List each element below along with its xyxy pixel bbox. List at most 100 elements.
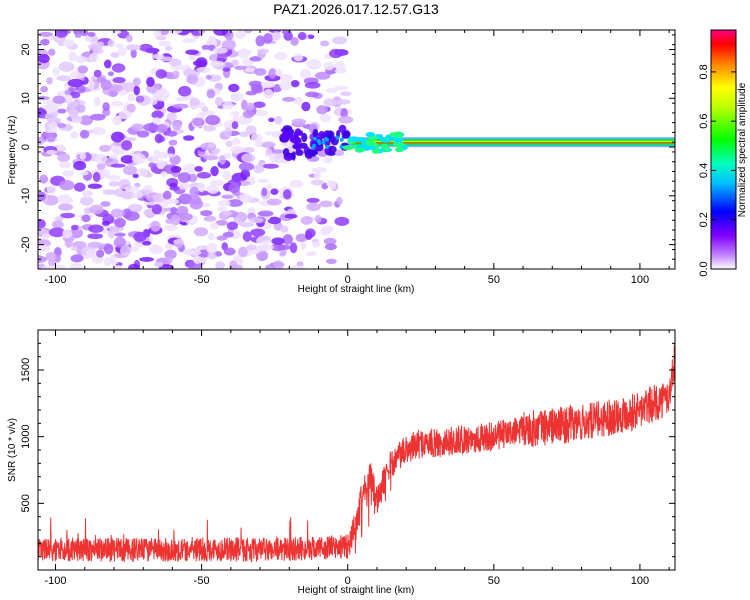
spectrogram-noise-blob [70,254,84,263]
spectrogram-onset-blob [304,149,314,159]
spectrogram-noise-blob [269,149,286,154]
spectrogram-noise-blob [254,244,270,252]
spectrogram-noise-blob [263,88,274,99]
spectrogram-noise-blob [131,123,145,132]
spectrogram-signal-wiggle [383,146,391,152]
spectrogram-noise-blob [279,225,289,233]
spectrogram-noise-blob [275,68,283,77]
spectrogram-noise-blob [48,117,62,123]
spectrogram-noise-blob [148,245,164,255]
spectrogram-noise-blob [104,256,111,267]
spectrogram-noise-blob [187,94,195,100]
spectrogram-noise-blob [290,36,299,46]
spectrogram-noise-blob [181,38,197,43]
spectrogram-noise-blob [231,137,241,146]
spectrogram-noise-blob [62,228,73,239]
spectrogram-noise-blob [293,53,304,62]
spectrogram-noise-blob [310,179,325,186]
spectrogram-noise-blob [228,83,240,93]
spectrogram-noise-blob [154,133,163,144]
spectrogram-noise-blob [244,30,253,34]
spectrogram-noise-blob [196,66,211,73]
spectrogram-noise-blob [282,96,296,102]
spectrogram-noise-blob [203,125,216,132]
spectrogram-noise-blob [76,103,86,114]
spectrogram-noise-blob [62,170,75,177]
spectrogram-noise-blob [238,246,248,258]
spectrogram-noise-blob [270,188,279,195]
spectrogram-noise-blob [201,110,216,116]
spectrogram-noise-field [38,30,354,269]
spectrogram-noise-blob [152,193,166,203]
spectrogram-y-tick-label: -10 [20,188,32,204]
spectrogram-noise-blob [192,117,205,127]
spectrogram-noise-blob [241,153,256,163]
spectrogram-noise-blob [201,106,209,112]
spectrogram-noise-blob [254,138,263,148]
spectrogram-noise-blob [217,200,231,207]
spectrogram-onset-core [312,143,317,148]
spectrogram-noise-blob [319,40,330,47]
spectrogram-noise-blob [275,244,291,251]
spectrogram-noise-blob [279,251,286,257]
spectrogram-noise-blob [304,81,321,89]
spectrogram-noise-blob [150,220,161,232]
spectrogram-noise-blob [68,51,78,62]
spectrogram-noise-blob [57,153,71,162]
spectrogram-noise-blob [210,165,219,177]
spectrogram-noise-blob [114,265,122,269]
spectrogram-noise-blob [334,216,350,226]
spectrogram-noise-blob [284,213,298,219]
spectrogram-signal-band [342,131,675,154]
spectrogram-noise-blob [183,163,197,175]
spectrogram-noise-blob [323,98,337,107]
spectrogram-noise-blob [127,93,135,102]
snr-x-tick-label: -100 [45,575,67,587]
spectrogram-noise-blob [189,97,201,107]
spectrogram-noise-blob [101,220,110,226]
snr-x-tick-label: 0 [345,575,351,587]
spectrogram-noise-blob [68,108,79,119]
spectrogram-noise-blob [307,34,315,40]
spectrogram-noise-blob [149,97,158,105]
spectrogram-noise-blob [261,187,268,197]
spectrogram-noise-blob [265,148,273,156]
spectrogram-noise-blob [300,69,312,80]
spectrogram-noise-blob [58,61,75,72]
spectrogram-noise-blob [222,231,234,238]
spectrogram-noise-blob [102,102,110,112]
spectrogram-noise-blob [63,39,75,48]
spectrogram-noise-blob [100,201,111,207]
snr-series-line [38,344,675,563]
spectrogram-noise-blob [155,69,167,79]
spectrogram-noise-blob [193,255,202,265]
spectrogram-y-tick-label: -20 [20,237,32,253]
spectrogram-noise-blob [230,92,245,102]
spectrogram-onset-blob [301,132,308,143]
spectrogram-noise-blob [40,38,50,46]
spectrogram-noise-blob [120,190,135,200]
spectrogram-noise-blob [263,33,274,44]
spectrogram-noise-blob [166,112,177,122]
spectrogram-onset-blob [282,147,290,157]
spectrogram-noise-blob [252,101,266,108]
spectrogram-noise-blob [110,30,122,35]
spectrogram-noise-blob [177,172,191,183]
spectrogram-noise-blob [148,162,156,169]
spectrogram-x-axis-label: Height of straight line (km) [298,284,415,295]
spectrogram-signal-wiggle [394,147,404,153]
spectrogram-noise-blob [265,264,276,269]
spectrogram-noise-blob [103,59,112,69]
spectrogram-noise-blob [165,46,173,51]
spectrogram-noise-blob [268,68,277,79]
spectrogram-noise-blob [67,78,84,88]
spectrogram-noise-blob [67,198,74,204]
spectrogram-noise-blob [201,202,211,208]
spectrogram-noise-blob [114,217,126,228]
spectrogram-noise-blob [57,108,67,114]
spectrogram-onset-blob [318,130,325,140]
spectrogram-noise-blob [210,149,219,155]
snr-y-ticks: 500 1000 1500 [20,329,675,558]
spectrogram-noise-blob [38,136,45,145]
spectrogram-onset-core [312,136,317,141]
